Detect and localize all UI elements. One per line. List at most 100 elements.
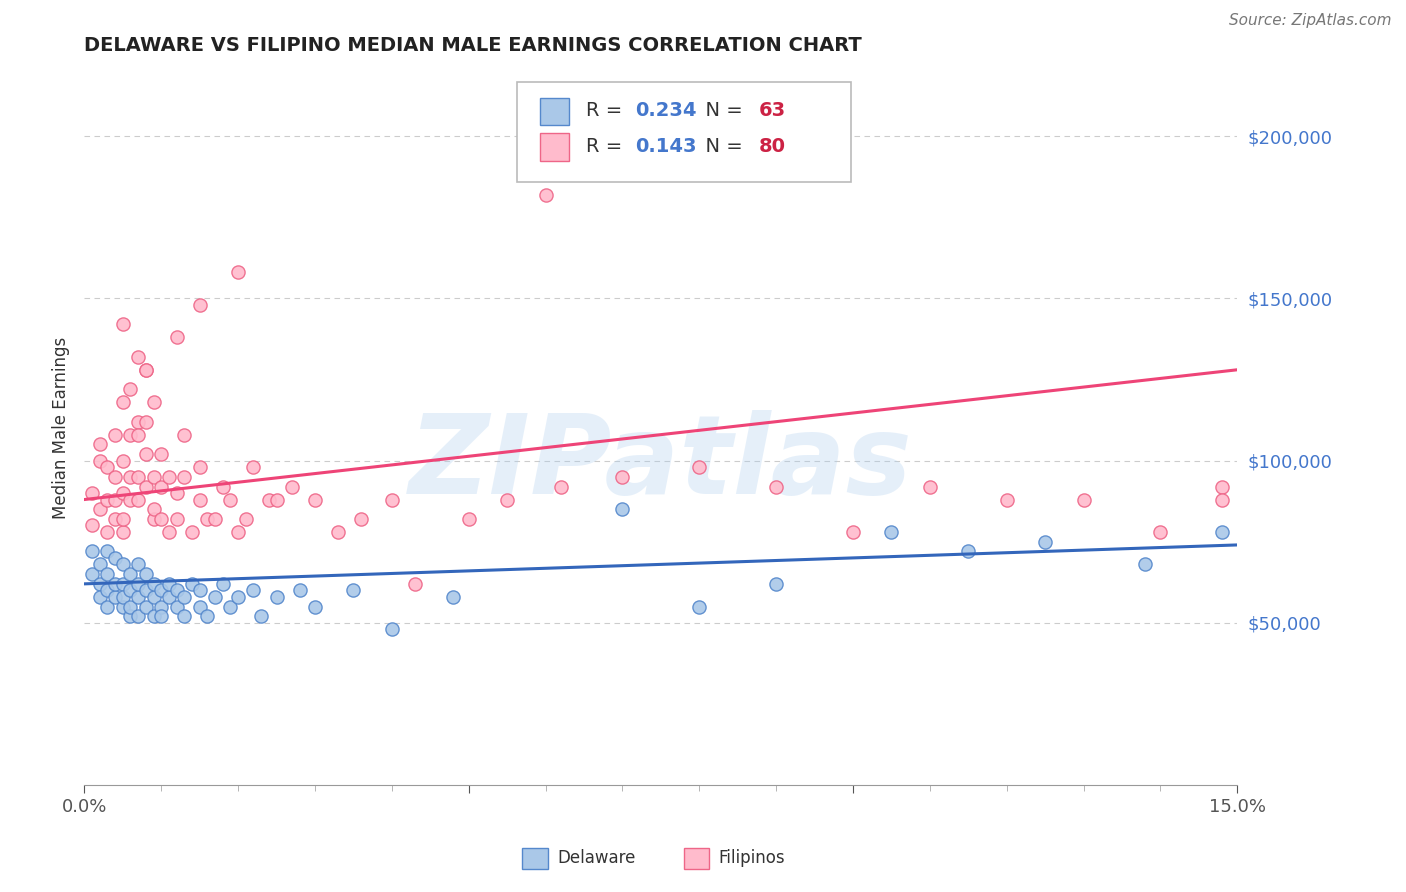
Point	[135, 447, 157, 461]
Point	[111, 577, 134, 591]
Point	[219, 599, 242, 614]
Point	[166, 512, 188, 526]
Text: 0.143: 0.143	[636, 136, 697, 156]
Point	[135, 363, 157, 377]
Point	[765, 479, 787, 493]
Point	[404, 577, 426, 591]
Text: N =: N =	[693, 101, 749, 120]
Point	[150, 583, 173, 598]
Point	[111, 524, 134, 539]
Text: Source: ZipAtlas.com: Source: ZipAtlas.com	[1229, 13, 1392, 29]
Point	[211, 577, 233, 591]
Point	[157, 470, 180, 484]
Point	[326, 524, 349, 539]
Point	[688, 599, 710, 614]
FancyBboxPatch shape	[517, 82, 851, 182]
Point	[150, 609, 173, 624]
Point	[350, 512, 373, 526]
Text: Filipinos: Filipinos	[718, 849, 785, 867]
Point	[120, 470, 142, 484]
Point	[688, 460, 710, 475]
Point	[288, 583, 311, 598]
Point	[111, 453, 134, 467]
Point	[142, 502, 165, 516]
Point	[342, 583, 364, 598]
Point	[104, 492, 127, 507]
Point	[120, 599, 142, 614]
Point	[880, 524, 903, 539]
Point	[457, 512, 479, 526]
Point	[534, 187, 557, 202]
Point	[111, 558, 134, 572]
Point	[96, 544, 118, 558]
Point	[142, 512, 165, 526]
Point	[157, 577, 180, 591]
Point	[142, 577, 165, 591]
Point	[219, 492, 242, 507]
Text: Delaware: Delaware	[557, 849, 636, 867]
Point	[257, 492, 280, 507]
Point	[96, 524, 118, 539]
Point	[104, 470, 127, 484]
Point	[127, 577, 149, 591]
FancyBboxPatch shape	[523, 847, 548, 869]
Point	[135, 583, 157, 598]
Point	[96, 583, 118, 598]
Point	[135, 363, 157, 377]
Point	[226, 590, 249, 604]
Point	[242, 460, 264, 475]
Point	[242, 583, 264, 598]
Point	[89, 577, 111, 591]
Point	[96, 567, 118, 582]
Point	[1073, 492, 1095, 507]
Point	[496, 492, 519, 507]
Point	[111, 318, 134, 332]
Point	[204, 590, 226, 604]
Point	[142, 395, 165, 409]
Point	[181, 577, 204, 591]
Point	[304, 492, 326, 507]
Point	[120, 427, 142, 442]
Point	[150, 599, 173, 614]
Point	[150, 447, 173, 461]
Text: DELAWARE VS FILIPINO MEDIAN MALE EARNINGS CORRELATION CHART: DELAWARE VS FILIPINO MEDIAN MALE EARNING…	[84, 36, 862, 54]
Point	[441, 590, 464, 604]
Point	[135, 415, 157, 429]
Point	[104, 550, 127, 565]
Point	[166, 583, 188, 598]
Point	[127, 415, 149, 429]
Point	[1211, 492, 1233, 507]
Text: 0.234: 0.234	[636, 101, 697, 120]
Point	[166, 330, 188, 344]
Point	[173, 427, 195, 442]
Y-axis label: Median Male Earnings: Median Male Earnings	[52, 337, 70, 519]
Point	[1149, 524, 1171, 539]
Point	[211, 479, 233, 493]
Point	[842, 524, 865, 539]
Point	[266, 590, 288, 604]
Point	[120, 567, 142, 582]
Point	[173, 470, 195, 484]
Point	[173, 590, 195, 604]
Point	[80, 544, 103, 558]
Point	[127, 558, 149, 572]
Point	[166, 486, 188, 500]
Point	[235, 512, 257, 526]
Point	[918, 479, 941, 493]
Point	[195, 512, 218, 526]
Point	[111, 599, 134, 614]
Point	[765, 577, 787, 591]
Point	[188, 492, 211, 507]
Point	[1211, 479, 1233, 493]
Point	[111, 395, 134, 409]
Point	[995, 492, 1018, 507]
Point	[135, 479, 157, 493]
Point	[89, 558, 111, 572]
Text: 80: 80	[759, 136, 786, 156]
Point	[381, 492, 404, 507]
Point	[957, 544, 980, 558]
Point	[120, 583, 142, 598]
Point	[96, 460, 118, 475]
Text: ZIPatlas: ZIPatlas	[409, 410, 912, 517]
Point	[120, 492, 142, 507]
